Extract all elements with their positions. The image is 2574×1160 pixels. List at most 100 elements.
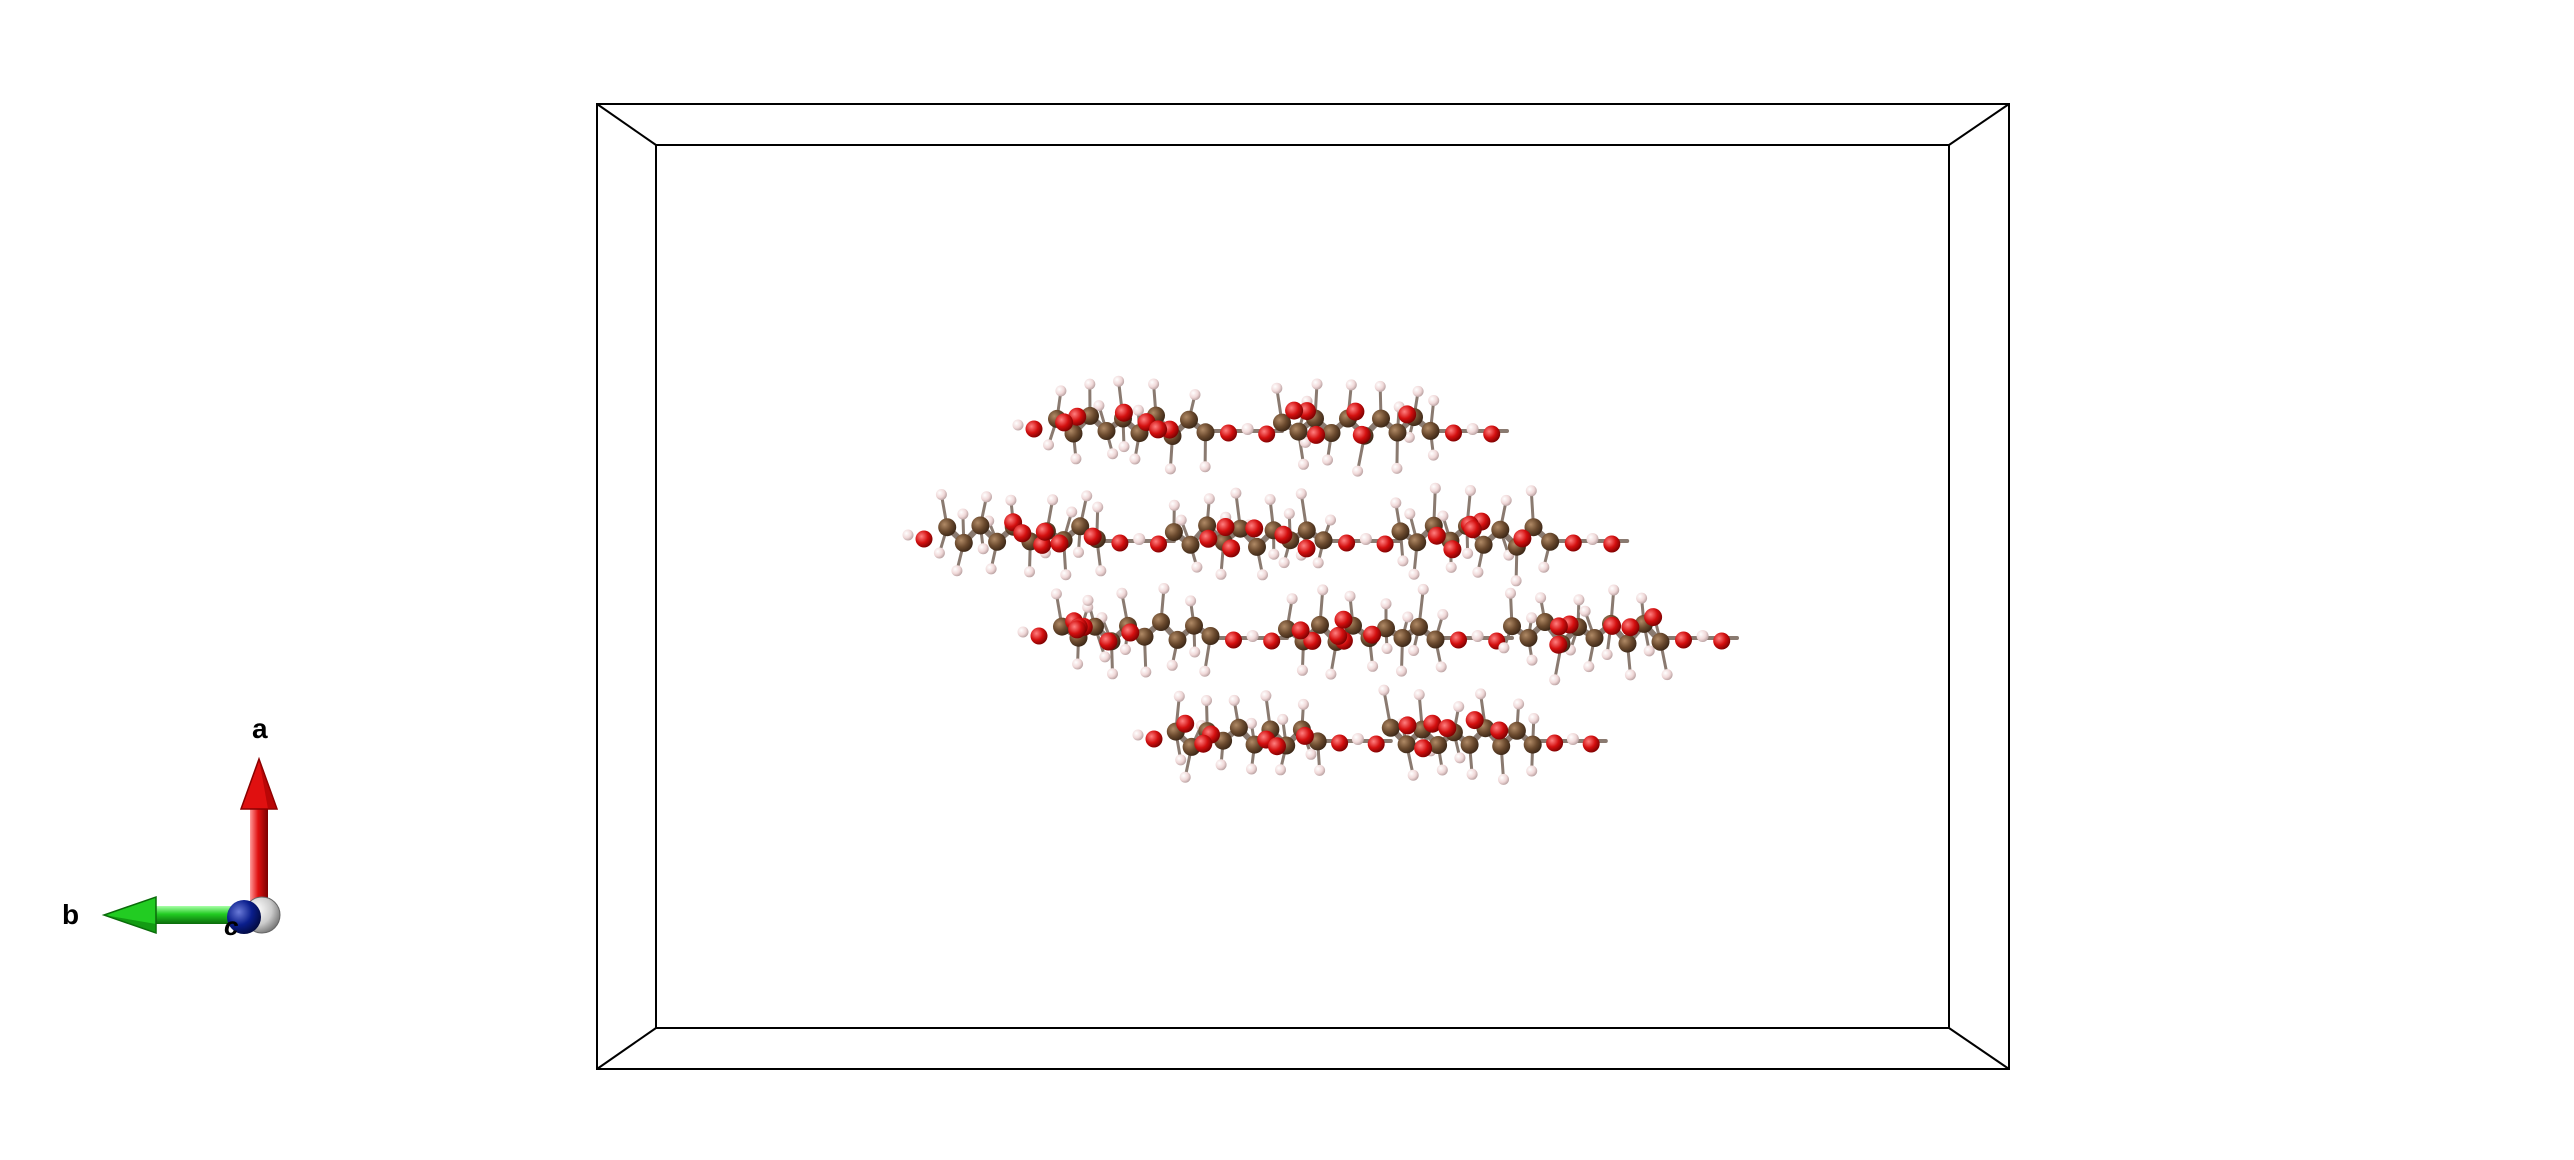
hydrogen-atom [1624,669,1636,681]
carbon-atom [1429,736,1448,754]
hydrogen-atom [1359,533,1372,545]
hydrogen-atom [1453,701,1465,713]
axis-indicator: a b c [62,713,281,941]
hydrogen-atom [1352,465,1364,477]
hydrogen-atom [1185,595,1197,607]
hydrogen-atom [1566,733,1579,745]
hydrogen-atom [1526,612,1538,624]
hydrogen-atom [1436,764,1448,776]
hydrogen-atom [1140,666,1152,678]
carbon-atom [1311,615,1329,634]
hydrogen-atom [1148,378,1160,390]
hydrogen-atom [1526,765,1538,777]
hydrogen-atom [1505,587,1516,599]
hydrogen-atom [1199,461,1211,473]
carbon-atom [971,516,990,535]
hydrogen-atom [1696,630,1709,642]
carbon-atom [988,532,1007,551]
oxygen-atom [1111,534,1129,552]
hydrogen-atom [1322,454,1333,466]
carbon-atom [1391,522,1410,541]
hydrogen-atom [1215,759,1227,771]
hydrogen-atom [1407,769,1419,781]
hydrogen-atom [985,563,997,575]
hydrogen-atom [1107,448,1119,460]
hydrogen-atom [1500,494,1512,506]
hydrogen-atom [1312,557,1324,569]
unit-cell-edge [596,1027,657,1070]
hydrogen-atom [1199,665,1211,677]
hydrogen-atom [1095,565,1107,577]
hydrogen-atom [1380,598,1392,610]
oxygen-atom [1194,734,1213,753]
hydrogen-atom [1175,514,1187,526]
oxygen-atom [1199,529,1218,548]
carbon-atom [1397,735,1416,754]
hydrogen-atom [1344,590,1356,602]
hydrogen-atom [1264,494,1276,505]
hydrogen-atom [935,489,947,500]
carbon-atom [1229,718,1248,737]
hydrogen-atom [1283,508,1295,520]
oxygen-atom [1220,424,1237,442]
oxygen-atom [1216,518,1235,536]
axis-b-label: b [62,899,79,930]
hydrogen-atom [1367,660,1379,672]
carbon-atom [1322,424,1341,442]
hydrogen-atom [1107,668,1118,680]
carbon-atom [1388,423,1407,442]
hydrogen-atom [1017,626,1029,638]
oxygen-atom [1398,716,1417,735]
hydrogen-atom [1241,423,1254,435]
hydrogen-atom [1325,514,1336,526]
hydrogen-atom [1412,385,1424,397]
hydrogen-atom [1549,674,1561,686]
carbon-atom [1585,629,1604,647]
oxygen-atom [1263,632,1281,650]
hydrogen-atom [1510,575,1522,587]
oxygen-atom [1245,519,1264,538]
carbon-atom [1168,630,1187,649]
oxygen-atom [915,530,933,548]
carbon-atom [1523,735,1542,754]
hydrogen-atom [1397,555,1409,567]
oxygen-atom [1465,711,1484,730]
oxygen-atom [1445,424,1462,442]
hydrogen-atom [1586,533,1599,545]
unit-cell-outer-face [596,103,2010,1070]
oxygen-atom [1149,420,1168,439]
oxygen-atom [1423,714,1442,733]
oxygen-atom [1549,617,1568,636]
hydrogen-atom [1396,665,1407,677]
carbon-atom [1081,406,1099,425]
axis-c-label: c [224,911,239,941]
hydrogen-atom [1300,436,1311,448]
hydrogen-atom [1445,561,1457,573]
oxygen-atom [1621,618,1640,637]
unit-cell-inner-face [655,144,1950,1029]
oxygen-atom [1334,610,1353,629]
oxygen-atom [1114,403,1133,422]
oxygen-atom [1099,632,1118,651]
hydrogen-atom [1305,748,1317,760]
carbon-atom [954,533,973,552]
hydrogen-atom [1295,488,1307,500]
hydrogen-atom [1437,609,1449,620]
oxygen-atom [1367,735,1385,753]
carbon-atom [1273,413,1291,432]
hydrogen-atom [1466,768,1478,780]
hydrogen-atom [1179,771,1191,783]
oxygen-atom [1030,627,1048,645]
carbon-atom [1507,721,1526,740]
hydrogen-atom [1168,499,1180,511]
hydrogen-atom [1314,764,1326,776]
carbon-atom [938,518,957,537]
oxygen-atom [1363,625,1382,644]
hydrogen-atom [1513,698,1525,710]
hydrogen-atom [1275,764,1286,776]
hydrogen-atom [1464,485,1476,496]
oxygen-atom [1352,425,1371,444]
hydrogen-atom [1277,713,1289,725]
hydrogen-atom [1573,594,1585,606]
